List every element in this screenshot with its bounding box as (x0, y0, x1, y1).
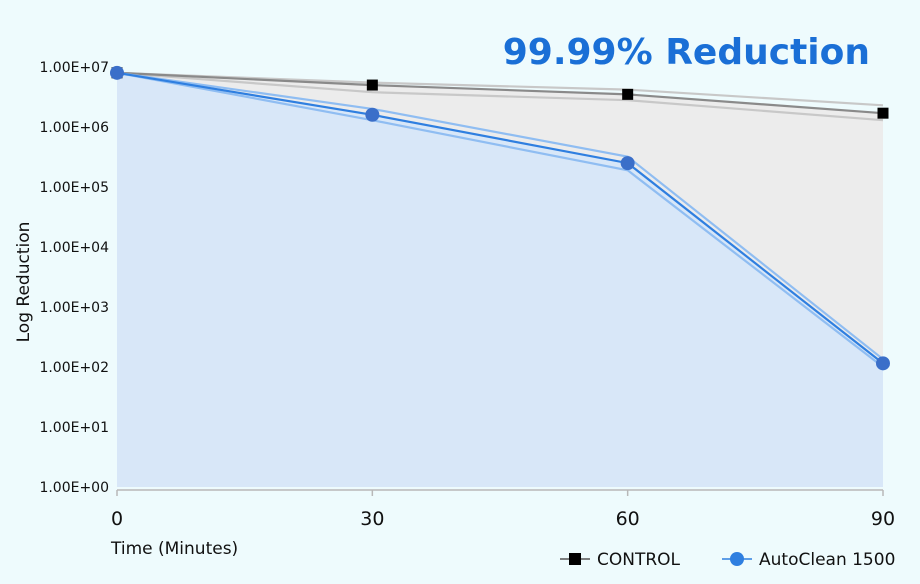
series-0-upper-line (116, 71, 884, 107)
x-tick-label-0: 0 (111, 508, 123, 530)
series-1-point-3 (876, 356, 890, 371)
legend-autoclean-marker (730, 552, 744, 566)
series-1-point-2 (620, 156, 635, 171)
y-tick-label-4: 1.00E+04 (39, 240, 109, 256)
series-1-point-1 (365, 107, 380, 122)
x-tick-labels: 0 30 60 90 (111, 490, 895, 530)
x-tick-label-2: 60 (616, 508, 640, 530)
legend-control-label: CONTROL (597, 550, 681, 570)
series-0-point-3 (877, 107, 889, 119)
y-tick-label-7: 1.00E+07 (39, 60, 109, 76)
series-1-upper-line (116, 71, 884, 361)
y-tick-label-3: 1.00E+03 (39, 300, 109, 316)
area-fill-series-1 (117, 72, 883, 488)
series-1-line (116, 71, 884, 365)
legend-item-autoclean: AutoClean 1500 (722, 550, 895, 570)
legend-autoclean-label: AutoClean 1500 (759, 550, 895, 570)
y-tick-label-6: 1.00E+06 (39, 120, 109, 136)
series-markers (110, 65, 890, 371)
y-tick-labels: 1.00E+00 1.00E+01 1.00E+02 1.00E+03 1.00E+04… (39, 60, 109, 496)
area-fills (117, 72, 883, 488)
y-tick-label-2: 1.00E+02 (39, 360, 109, 376)
legend-item-control: CONTROL (560, 550, 681, 570)
x-axis-label: Time (Minutes) (110, 539, 238, 559)
y-tick-label-1: 1.00E+01 (39, 420, 109, 436)
series-1-lower-line (116, 71, 884, 368)
series-0-point-2 (622, 88, 634, 100)
x-tick-label-1: 30 (360, 508, 384, 530)
y-axis-label: Log Reduction (14, 222, 34, 343)
series-lines (116, 71, 884, 368)
y-tick-label-0: 1.00E+00 (39, 480, 109, 496)
chart-title: 99.99% Reduction (503, 32, 870, 73)
legend-control-marker (569, 553, 581, 565)
x-tick-label-3: 90 (871, 508, 895, 530)
legend: CONTROL AutoClean 1500 (560, 550, 895, 570)
series-0-point-1 (366, 79, 378, 91)
series-0-lower-line (116, 71, 884, 122)
series-1-point-0 (110, 65, 124, 80)
y-tick-label-5: 1.00E+05 (39, 180, 109, 196)
series-0-line (116, 71, 884, 115)
